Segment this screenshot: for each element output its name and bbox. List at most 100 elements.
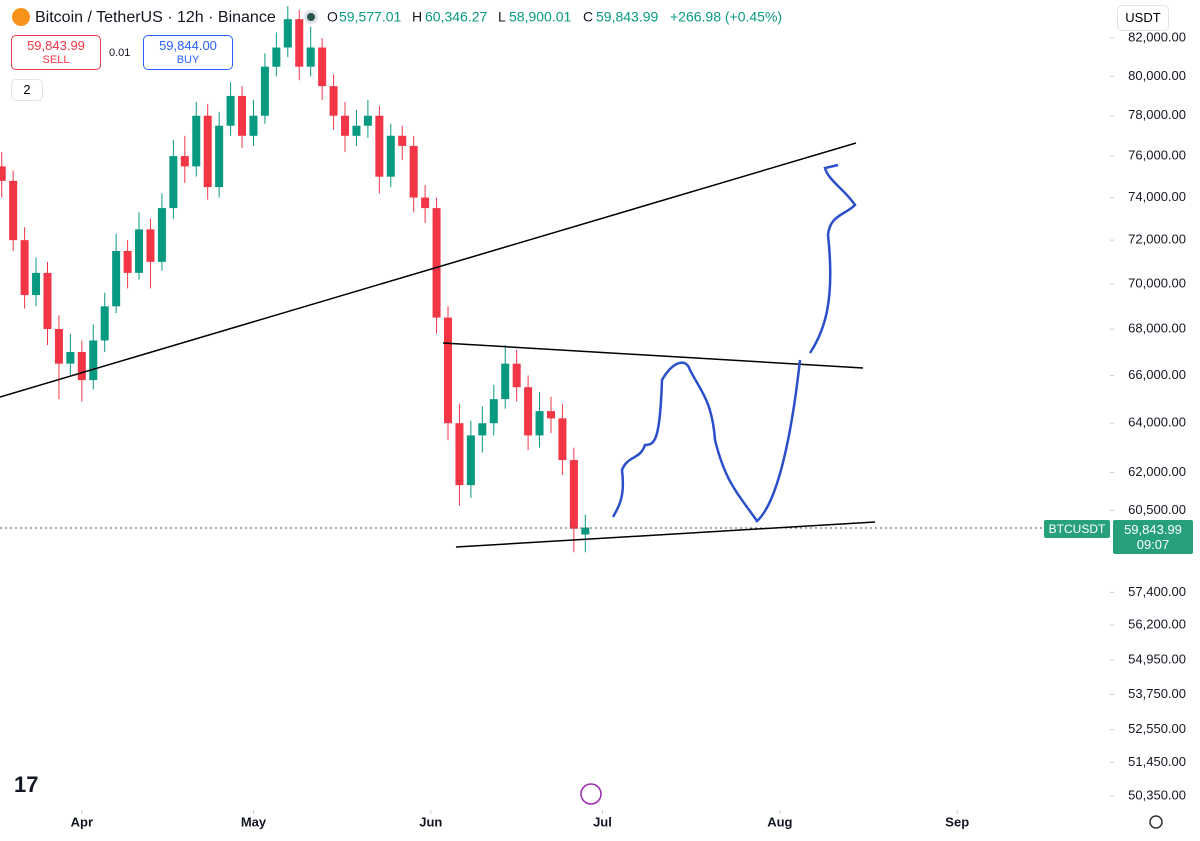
spread: 0.01: [109, 47, 130, 59]
candle-body: [89, 340, 98, 381]
y-tick-label: 51,450.00: [1128, 754, 1186, 769]
x-tick-label: Jun: [419, 814, 442, 829]
change: +266.98 (+0.45%): [670, 9, 782, 25]
ohlc-label: H: [412, 9, 422, 25]
candle-body: [283, 19, 292, 48]
lightning-icon: [580, 783, 602, 805]
x-tick-label: May: [241, 814, 267, 829]
candle-body: [203, 115, 212, 188]
currency: USDT: [1125, 10, 1161, 25]
candle-body: [100, 306, 109, 341]
x-tick-label: Aug: [767, 814, 792, 829]
candle-body: [0, 166, 6, 181]
candle-body: [249, 115, 258, 136]
tag-countdown: 09:07: [1136, 537, 1170, 552]
candle-body: [421, 197, 430, 209]
ohlc-value: 60,346.27: [425, 9, 487, 25]
status-dot: [307, 13, 315, 21]
candle-body: [135, 229, 144, 273]
candle-body: [546, 411, 555, 419]
candle-body: [306, 47, 315, 67]
y-tick-label: 76,000.00: [1128, 148, 1186, 163]
candle-body: [66, 352, 75, 364]
candle-body: [54, 328, 63, 364]
candle-body: [341, 115, 350, 136]
candle-body: [238, 95, 247, 136]
candle-body: [478, 423, 487, 436]
indicators-toggle[interactable]: 2: [11, 79, 43, 101]
candle-body: [192, 115, 201, 167]
candle-body: [409, 145, 418, 198]
candle-body: [157, 208, 166, 262]
currency-button[interactable]: USDT: [1117, 5, 1169, 31]
settings-icon[interactable]: [1149, 815, 1163, 829]
candle-body: [20, 240, 29, 296]
plot: [0, 6, 590, 553]
candle-body: [386, 135, 395, 177]
sell-price: 59,843.99: [27, 38, 85, 53]
candle-body: [489, 399, 498, 424]
y-tick-label: 64,000.00: [1128, 415, 1186, 430]
candle-body: [352, 125, 361, 136]
ohlc-value: 58,900.01: [509, 9, 571, 25]
candle-body: [180, 156, 189, 167]
candle-body: [77, 352, 86, 381]
indicators-count: 2: [23, 82, 31, 97]
candle-body: [329, 86, 338, 116]
candle-body: [558, 418, 567, 461]
y-tick-label: 74,000.00: [1128, 189, 1186, 204]
candle-body: [524, 387, 533, 436]
y-tick-label: 68,000.00: [1128, 320, 1186, 335]
trend-line: [442, 342, 864, 369]
tv-logo: 17: [14, 772, 38, 797]
candle-body: [272, 47, 281, 67]
x-tick-label: Sep: [945, 814, 969, 829]
x-tick-label: Apr: [71, 814, 93, 829]
y-tick-label: 54,950.00: [1128, 652, 1186, 667]
sell-label: SELL: [42, 54, 70, 66]
y-tick-label: 66,000.00: [1128, 367, 1186, 382]
y-tick-label: 72,000.00: [1128, 232, 1186, 247]
y-tick-label: 50,350.00: [1128, 787, 1186, 802]
candle-body: [32, 272, 41, 296]
y-tick-label: 57,400.00: [1128, 584, 1186, 599]
y-tick-label: 56,200.00: [1128, 617, 1186, 632]
y-tick-label: 52,550.00: [1128, 721, 1186, 736]
candle-body: [375, 115, 384, 177]
y-tick-label: 82,000.00: [1128, 29, 1186, 44]
candle-body: [112, 250, 121, 307]
candle-body: [9, 180, 18, 241]
candle-body: [432, 208, 441, 318]
ohlc-value: 59,843.99: [596, 9, 658, 25]
candle-body: [501, 363, 510, 400]
candle-body: [363, 115, 372, 126]
btc-logo: [12, 8, 30, 26]
price-tag: 59,843.99 09:07: [1113, 520, 1193, 554]
symbol: Bitcoin / TetherUS · 12h · Binance: [35, 9, 276, 26]
buy-label: BUY: [176, 54, 200, 66]
candle-body: [535, 411, 544, 436]
candle-body: [444, 317, 453, 424]
candle-body: [169, 156, 178, 209]
candle-body: [398, 135, 407, 146]
candle-body: [226, 95, 235, 126]
candle-body: [318, 47, 327, 87]
buy-button[interactable]: 59,844.00 BUY: [143, 35, 233, 70]
candle-body: [215, 125, 224, 188]
trend-line: [0, 142, 857, 398]
x-tick-label: Jul: [593, 814, 612, 829]
sell-button[interactable]: 59,843.99 SELL: [11, 35, 101, 70]
candle-body: [512, 363, 521, 388]
tag-symbol: BTCUSDT: [1048, 522, 1106, 536]
buy-price: 59,844.00: [159, 38, 217, 53]
candle-body: [455, 423, 464, 486]
trend-line: [455, 521, 876, 548]
candle-body: [295, 19, 304, 67]
candle-body: [569, 460, 578, 529]
candle-body: [466, 435, 475, 486]
ohlc-label: C: [583, 9, 593, 25]
y-tick-label: 78,000.00: [1128, 107, 1186, 122]
ohlc-label: O: [327, 9, 338, 25]
